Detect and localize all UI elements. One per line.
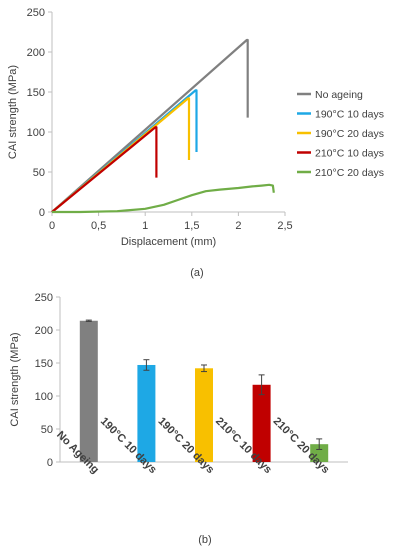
legend-label-210-c-10-days: 210°C 10 days [315,148,384,160]
x-tick-label: 2 [235,220,241,232]
bar-190-c-20-days [195,368,213,462]
line-chart-legend: No ageing 190°C 10 days 190°C 20 days 210°C… [297,89,384,179]
y-tick-label: 50 [33,167,45,179]
x-tick-label: 1,5 [184,220,199,232]
y-tick-label: 0 [47,457,53,469]
legend-label-210-c-20-days: 210°C 20 days [315,167,384,179]
y-tick-label: 100 [27,127,45,139]
error-bar-no-ageing [85,319,92,322]
y-tick-label: 200 [27,47,45,59]
y-tick-label: 50 [41,424,53,436]
line-chart-y-ticks: 0 50 100 150 200 250 [27,7,52,219]
line-chart-series [51,38,275,214]
bar-no-ageing [79,320,98,462]
panel-label-a: (a) [190,267,203,279]
line-chart-x-ticks: 0 0,5 1 1,5 2 2,5 [49,212,293,232]
y-tick-label: 100 [35,391,53,403]
x-tick-label: 2,5 [277,220,292,232]
series-line-210-c-10-days [51,126,158,213]
line-chart-cai-vs-displacement: 0 50 100 150 200 250 0 0,5 1 1,5 2 2,5 Displacemen… [7,7,384,279]
panel-label-b: (b) [198,534,211,546]
line-chart-x-axis-label: Displacement (mm) [121,236,216,248]
error-bar-210-c-20-days [316,438,323,450]
bar-210-c-10-days [252,384,271,462]
bar-210-c-20-days [310,444,329,462]
line-chart-y-axis-label: CAI strength (MPa) [7,65,19,159]
y-tick-label: 150 [35,358,53,370]
y-tick-label: 250 [27,7,45,19]
error-bar-210-c-10-days [258,374,265,396]
legend-label-no-ageing: No ageing [315,89,363,101]
bar-chart-bars [79,319,329,462]
legend-label-190-c-20-days: 190°C 20 days [315,128,384,140]
x-tick-label: 1 [142,220,148,232]
y-tick-label: 150 [27,87,45,99]
x-tick-label: 0 [49,220,55,232]
y-tick-label: 200 [35,325,53,337]
legend-label-190-c-10-days: 190°C 10 days [315,109,384,121]
error-bar-190-c-10-days [143,359,150,371]
series-line-no-ageing [51,38,249,213]
y-tick-label: 250 [35,292,53,304]
bar-chart-y-ticks: 0 50 100 150 200 250 [35,292,60,469]
bar-chart-y-axis-label: CAI strength (MPa) [9,332,21,426]
series-line-210-c-20-days [52,183,275,214]
error-bar-190-c-20-days [201,364,207,373]
bar-190-c-10-days [137,364,156,462]
y-tick-label: 0 [39,207,45,219]
x-tick-label: 0,5 [91,220,106,232]
